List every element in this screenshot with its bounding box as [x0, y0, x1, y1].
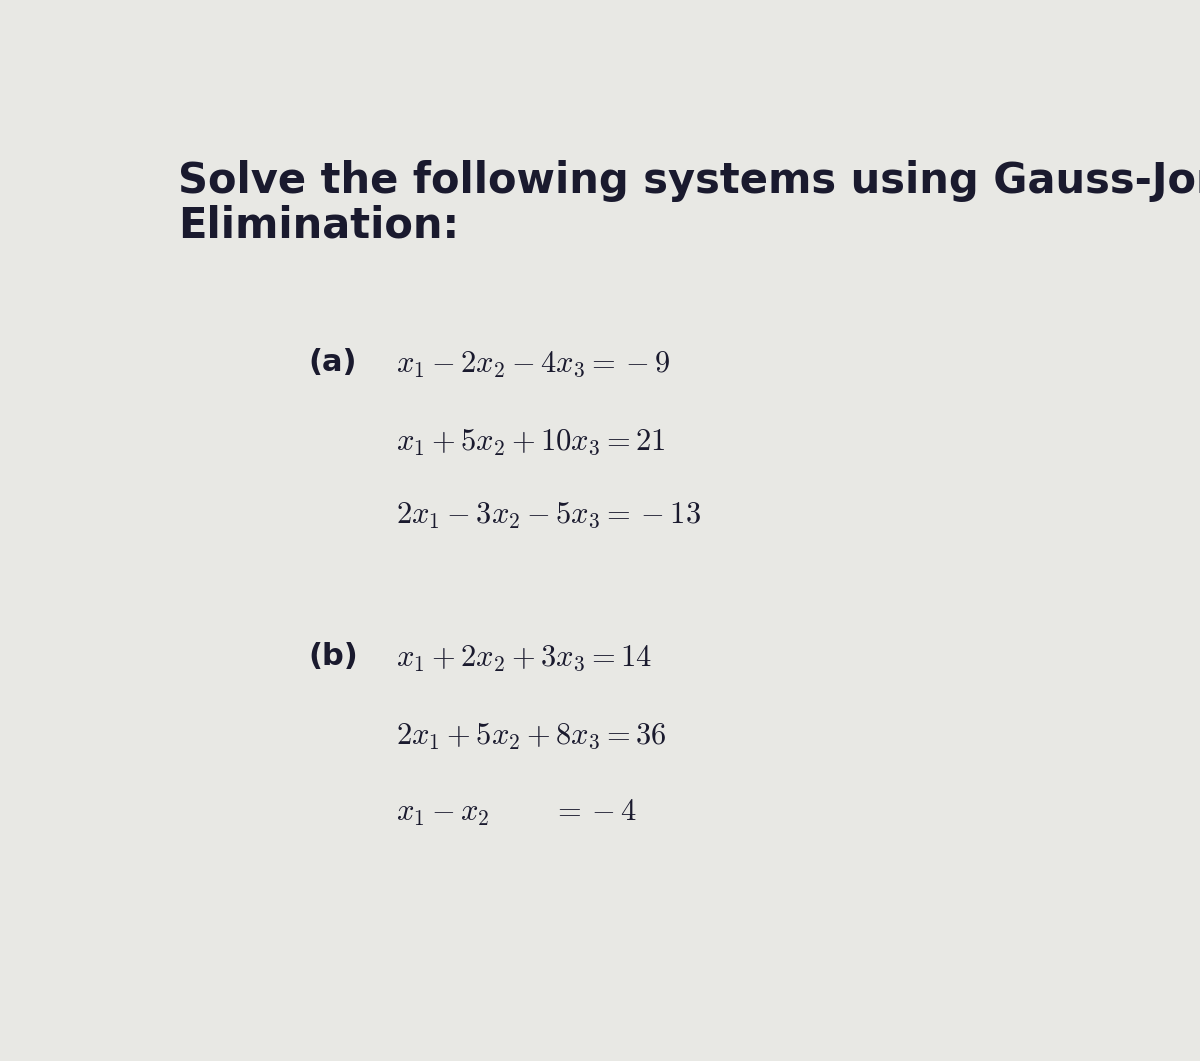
Text: $x_1+5x_2+10x_3=21$: $x_1+5x_2+10x_3=21$ [396, 425, 666, 456]
Text: $x_1+2x_2+3x_3=14$: $x_1+2x_2+3x_3=14$ [396, 642, 653, 673]
Text: Solve the following systems using Gauss-Jordan: Solve the following systems using Gauss-… [178, 160, 1200, 202]
Text: $2x_1-3x_2-5x_3=-13$: $2x_1-3x_2-5x_3=-13$ [396, 499, 702, 530]
Text: Elimination:: Elimination: [178, 205, 460, 247]
Text: $2x_1+5x_2+8x_3=36$: $2x_1+5x_2+8x_3=36$ [396, 719, 667, 750]
Text: $x_1-2x_2-4x_3=-9$: $x_1-2x_2-4x_3=-9$ [396, 348, 671, 379]
Text: (b): (b) [308, 642, 358, 671]
Text: (a): (a) [308, 348, 356, 377]
Text: $x_1-x_2\qquad\;=-4$: $x_1-x_2\qquad\;=-4$ [396, 797, 637, 829]
